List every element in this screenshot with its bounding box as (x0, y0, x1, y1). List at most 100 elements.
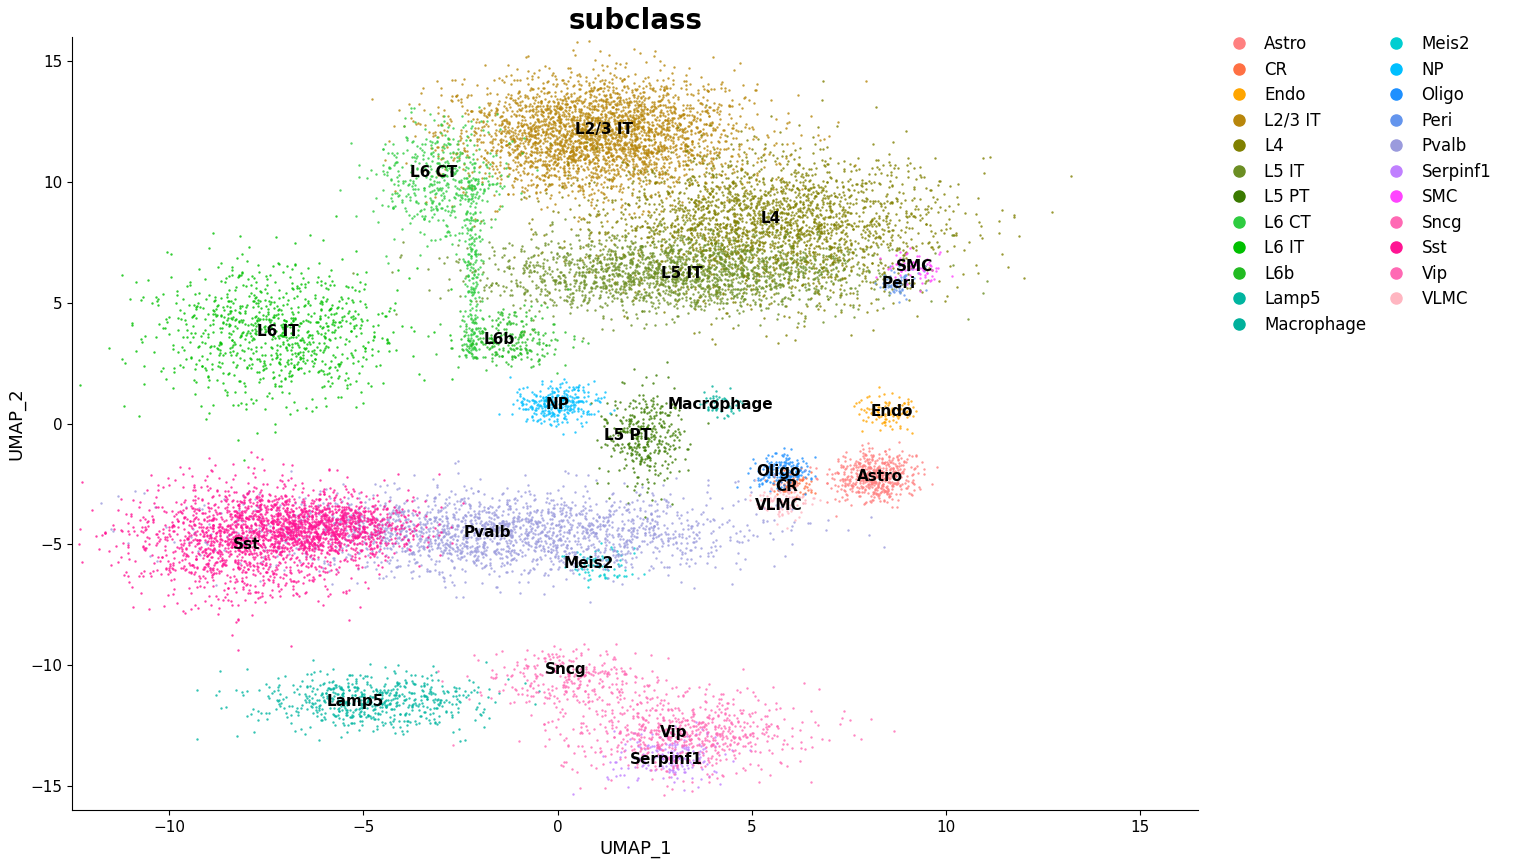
Point (571, 140, 596, 154)
Point (332, 514, 356, 528)
Point (283, 516, 307, 530)
Point (551, 145, 576, 159)
Point (754, 195, 779, 209)
Point (610, 142, 634, 156)
Point (324, 305, 349, 319)
Point (684, 272, 708, 286)
Point (273, 373, 298, 387)
Point (407, 97, 432, 111)
Point (482, 131, 507, 145)
Point (492, 162, 516, 176)
Point (621, 117, 645, 131)
Point (257, 387, 281, 400)
Point (525, 131, 550, 145)
Point (782, 469, 806, 483)
Point (619, 125, 644, 138)
Point (653, 506, 677, 520)
Point (660, 119, 685, 132)
Point (541, 94, 565, 108)
Point (785, 252, 809, 266)
Point (700, 737, 725, 751)
Point (249, 517, 273, 531)
Point (289, 317, 313, 330)
Point (482, 671, 507, 685)
Point (765, 252, 790, 266)
Point (877, 224, 902, 238)
Point (531, 132, 556, 146)
Point (323, 532, 347, 546)
Point (727, 240, 751, 253)
Point (680, 705, 705, 719)
Point (651, 478, 676, 492)
Point (513, 150, 538, 163)
Point (190, 360, 215, 374)
Point (338, 136, 362, 150)
Point (375, 519, 399, 533)
Point (246, 317, 270, 331)
Point (558, 107, 582, 121)
Point (412, 689, 436, 703)
Point (238, 343, 263, 356)
Point (484, 667, 508, 681)
Point (819, 274, 843, 288)
Point (151, 321, 175, 335)
Point (574, 149, 599, 163)
Point (863, 481, 888, 495)
Point (324, 522, 349, 536)
Point (507, 734, 531, 748)
Point (573, 247, 598, 261)
Point (788, 253, 813, 267)
Point (515, 566, 539, 580)
Point (548, 553, 573, 567)
Point (610, 682, 634, 695)
Point (402, 504, 427, 518)
Point (531, 114, 556, 128)
Point (599, 134, 624, 148)
Point (146, 478, 170, 492)
Point (347, 526, 372, 540)
Point (642, 519, 667, 533)
Point (505, 156, 530, 170)
Point (538, 512, 562, 526)
Point (241, 552, 266, 566)
Point (140, 569, 164, 583)
Point (318, 528, 343, 541)
Point (479, 691, 504, 705)
Point (519, 522, 544, 535)
Point (656, 567, 680, 581)
Point (774, 481, 799, 495)
Point (261, 329, 286, 343)
Point (768, 245, 793, 259)
Point (584, 526, 608, 540)
Point (359, 506, 384, 520)
Point (605, 133, 630, 147)
Point (665, 266, 690, 279)
Point (654, 521, 679, 535)
Point (871, 387, 895, 400)
Point (310, 509, 335, 522)
Point (746, 759, 771, 772)
Point (541, 77, 565, 91)
Point (267, 547, 292, 561)
Point (829, 243, 854, 257)
Point (266, 517, 290, 531)
Point (776, 215, 800, 229)
Point (656, 93, 680, 107)
Point (671, 213, 696, 227)
Point (401, 522, 425, 536)
Point (891, 256, 915, 270)
Point (347, 514, 372, 528)
Point (433, 491, 458, 505)
Point (731, 78, 756, 92)
Point (161, 337, 186, 351)
Point (587, 298, 611, 312)
Point (295, 702, 319, 715)
Point (806, 239, 831, 253)
Point (470, 267, 495, 281)
Point (633, 160, 657, 174)
Point (184, 732, 209, 746)
Point (817, 249, 842, 263)
Point (449, 145, 473, 159)
Point (252, 576, 276, 590)
Point (654, 737, 679, 751)
